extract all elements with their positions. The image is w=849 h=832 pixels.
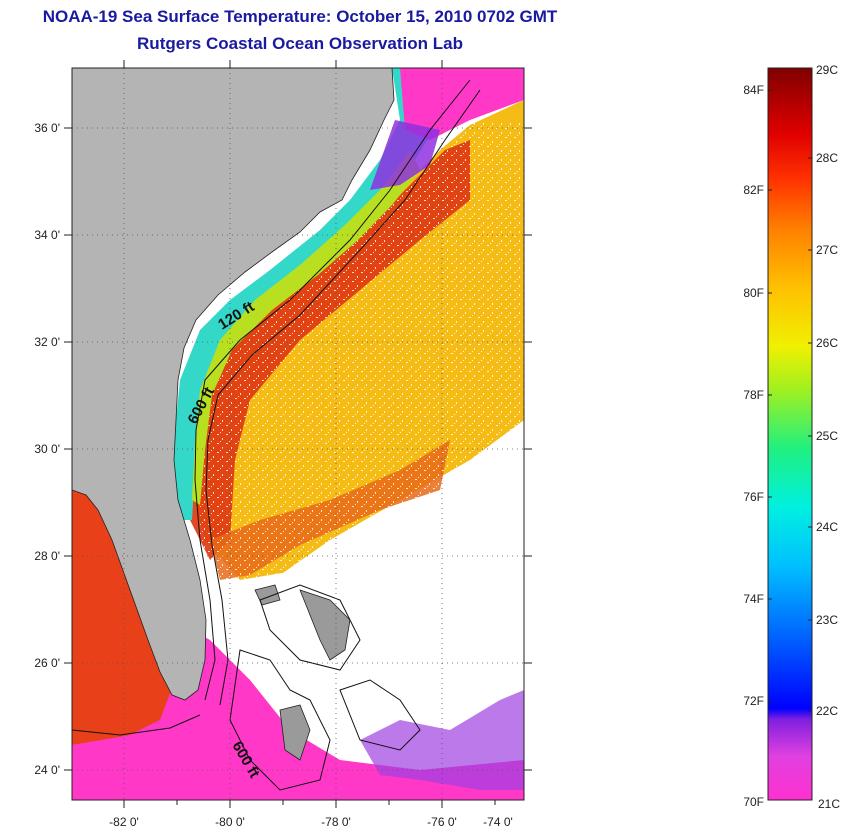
- gulf-west-pink: [72, 705, 190, 800]
- gulf-west-region: [72, 490, 175, 745]
- lat-tick-label: 30 0': [34, 442, 60, 456]
- colorbar-c-label: 21C: [818, 797, 840, 811]
- colorbar-f-label: 72F: [743, 694, 764, 708]
- contour-120ft: [194, 79, 471, 701]
- lon-tick-label: -76 0': [427, 815, 457, 829]
- contour-gulf: [72, 714, 201, 736]
- bahamas-bank-outline-1: [259, 584, 361, 671]
- contour-600ft: [205, 89, 481, 706]
- sst-map: 120 ft 600 ft 600 ft: [72, 68, 524, 800]
- colorbar-f-label: 82F: [743, 183, 764, 197]
- colorbar-c-label: 22C: [816, 704, 838, 718]
- north-purple: [370, 120, 440, 190]
- bahamas-cloud-area: [240, 470, 524, 715]
- bahamas-mixed: [360, 690, 524, 790]
- map-frame: [71, 67, 525, 801]
- lon-tick-label: -80 0': [215, 815, 245, 829]
- colorbar-c-label: 26C: [816, 336, 838, 350]
- north-pink: [400, 68, 524, 140]
- map-subtitle: Rutgers Coastal Ocean Observation Lab: [137, 34, 463, 53]
- lat-tick-label: 28 0': [34, 549, 60, 563]
- colorbar-f-label: 70F: [743, 795, 764, 809]
- map-ticks: [64, 60, 532, 808]
- colorbar-c-label: 29C: [816, 63, 838, 77]
- colorbar-ticks: [768, 89, 812, 712]
- colorbar-c-label: 28C: [816, 151, 838, 165]
- lat-tick-label: 34 0': [34, 228, 60, 242]
- bahamas-island-1: [299, 589, 351, 661]
- lat-tick-label: 36 0': [34, 121, 60, 135]
- land-mainland: [72, 68, 395, 701]
- colorbar-f-label: 74F: [743, 592, 764, 606]
- colorbar-f-label: 84F: [743, 83, 764, 97]
- coastal-green-band: [192, 150, 420, 505]
- lon-tick-label: -78 0': [321, 815, 351, 829]
- lon-tick-label: -82 0': [109, 815, 139, 829]
- colorbar-c-label: 23C: [816, 613, 838, 627]
- bahamas-island-2: [279, 704, 311, 761]
- colorbar-c-label: 27C: [816, 243, 838, 257]
- map-grid: [72, 68, 524, 800]
- temperature-colorbar: [767, 67, 813, 801]
- colorbar-f-label: 78F: [743, 388, 764, 402]
- colorbar-f-label: 80F: [743, 286, 764, 300]
- colorbar-f-label: 76F: [743, 490, 764, 504]
- lat-tick-label: 26 0': [34, 656, 60, 670]
- bahamas-bank-outline-3: [339, 679, 421, 751]
- bahamas-bank-outline-2: [229, 649, 331, 791]
- lat-tick-label: 32 0': [34, 335, 60, 349]
- colorbar-c-label: 25C: [816, 429, 838, 443]
- map-title: NOAA-19 Sea Surface Temperature: October…: [42, 7, 558, 26]
- lat-tick-label: 24 0': [34, 763, 60, 777]
- lon-tick-label: -74 0': [483, 815, 513, 829]
- colorbar-c-label: 24C: [816, 520, 838, 534]
